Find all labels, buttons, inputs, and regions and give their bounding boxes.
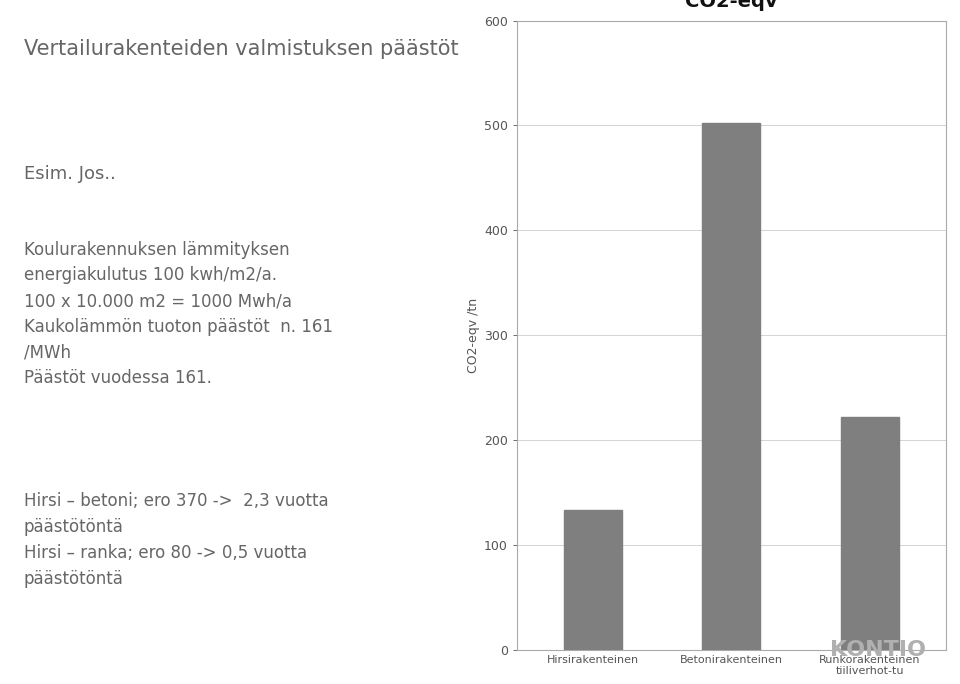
Bar [703, 123, 760, 650]
Bar [564, 510, 622, 650]
Text: KONTIO: KONTIO [830, 640, 926, 660]
Text: Hirsi – betoni; ero 370 ->  2,3 vuotta
päästötöntä
Hirsi – ranka; ero 80 -> 0,5 : Hirsi – betoni; ero 370 -> 2,3 vuotta pä… [24, 492, 328, 588]
Title: KASVIHUONEKAASUPÄÄSTÖT
CO2-eqv: KASVIHUONEKAASUPÄÄSTÖT CO2-eqv [571, 0, 891, 11]
Bar [841, 417, 899, 650]
Text: Esim. Jos..: Esim. Jos.. [24, 166, 115, 183]
Text: Vertailurakenteiden valmistuksen päästöt: Vertailurakenteiden valmistuksen päästöt [24, 40, 458, 60]
Text: Koulurakennuksen lämmityksen
energiakulutus 100 kwh/m2/a.
100 x 10.000 m2 = 1000: Koulurakennuksen lämmityksen energiakulu… [24, 241, 333, 387]
Y-axis label: CO2-eqv /tn: CO2-eqv /tn [467, 298, 480, 373]
